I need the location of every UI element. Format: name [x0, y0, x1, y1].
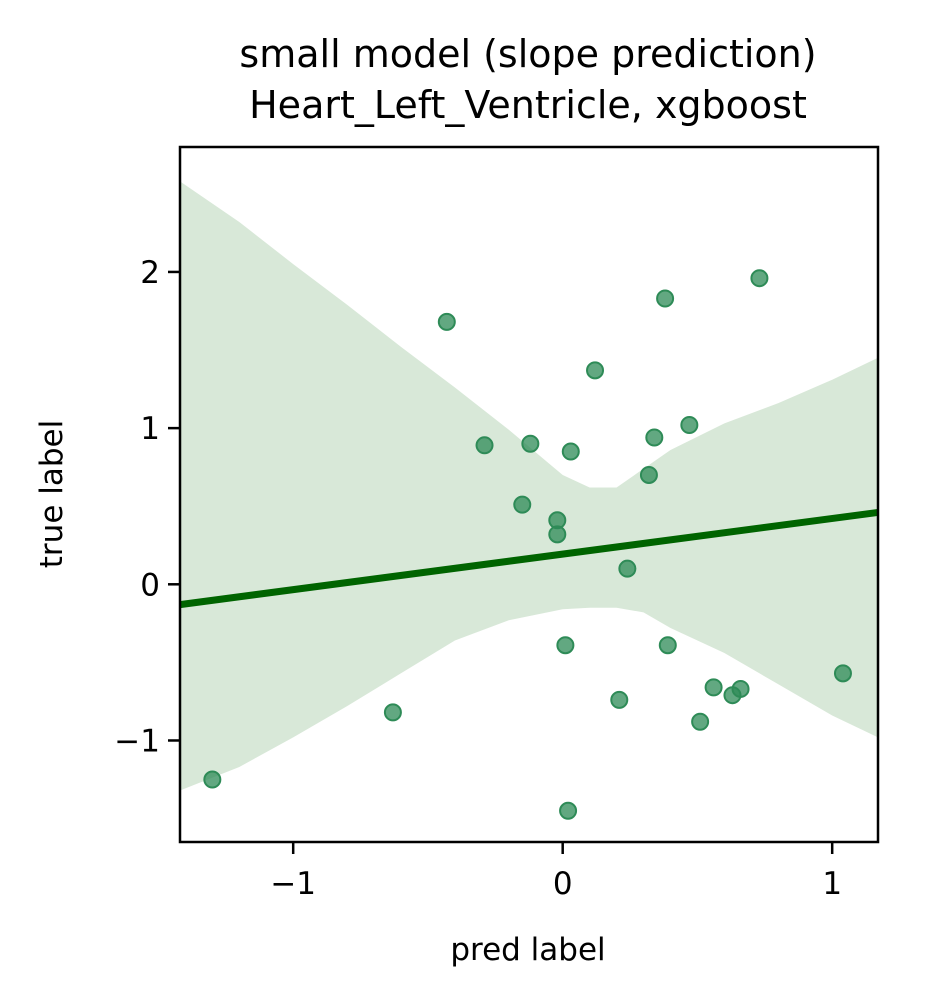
data-point — [656, 289, 675, 308]
data-point — [750, 269, 769, 288]
plot-area — [179, 181, 879, 820]
y-axis-label: true label — [34, 420, 70, 568]
data-point — [556, 636, 575, 655]
data-point — [561, 442, 580, 461]
data-point — [731, 679, 750, 698]
chart-subtitle: Heart_Left_Ventricle, xgboost — [249, 83, 807, 127]
y-tick-label: 0 — [140, 567, 160, 603]
data-point — [680, 416, 699, 434]
data-point — [383, 703, 402, 722]
data-point — [610, 690, 629, 709]
x-tick-label: 0 — [553, 866, 573, 902]
data-point — [203, 770, 222, 789]
plot-frame — [178, 145, 880, 844]
data-point — [618, 559, 637, 578]
data-point — [437, 312, 456, 331]
confidence-band — [180, 181, 878, 791]
chart-title: small model (slope prediction) — [239, 32, 816, 76]
y-tick-label: 2 — [140, 255, 160, 291]
data-point — [645, 428, 664, 447]
data-point — [521, 434, 540, 453]
y-axis-ticks: −1 0 1 2 — [114, 255, 180, 759]
y-tick-label: −1 — [114, 723, 160, 759]
data-point — [691, 712, 710, 731]
x-axis-ticks: −1 0 1 — [270, 842, 842, 902]
x-tick-label: −1 — [270, 866, 316, 902]
regression-line — [179, 508, 879, 609]
data-point — [639, 465, 658, 484]
data-point — [513, 495, 532, 514]
x-tick-label: 1 — [822, 866, 842, 902]
data-point — [833, 664, 852, 683]
data-point — [586, 361, 605, 380]
data-point — [475, 436, 494, 455]
data-point — [704, 678, 723, 697]
data-point — [658, 636, 677, 655]
y-tick-label: 1 — [140, 411, 160, 447]
data-points — [203, 269, 852, 820]
x-axis-label: pred label — [450, 932, 605, 968]
data-point — [548, 525, 567, 544]
data-point — [559, 801, 578, 820]
